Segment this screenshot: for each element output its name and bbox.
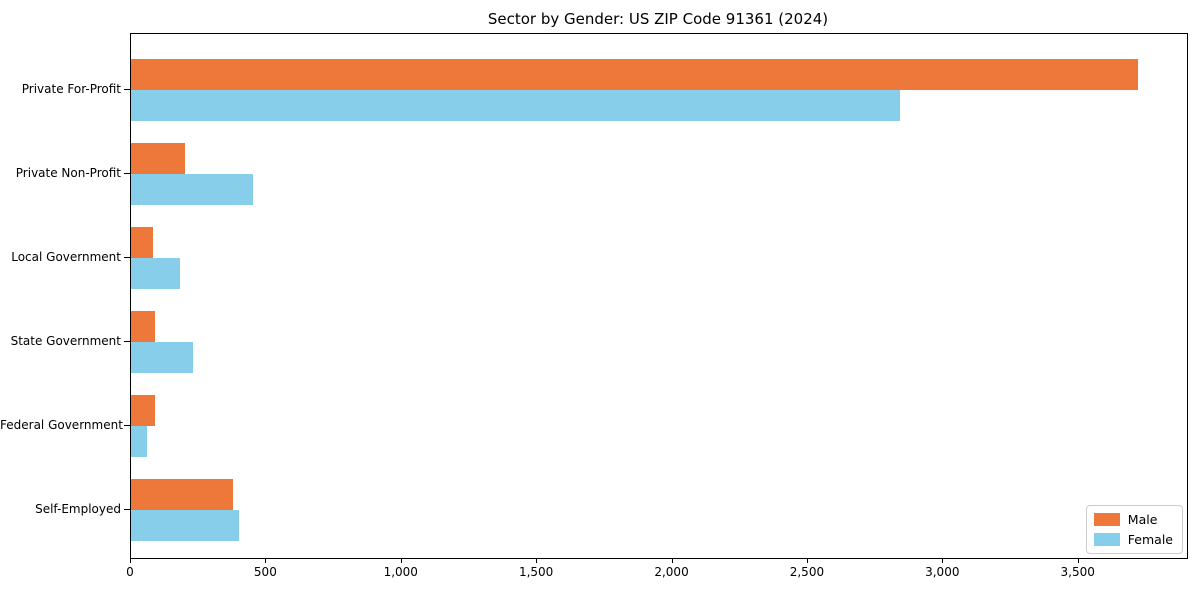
y-tick-label: Private Non-Profit — [15, 166, 121, 180]
x-tick-label: 0 — [126, 565, 134, 579]
y-tick-label: Local Government — [11, 250, 121, 264]
x-tick-mark — [130, 558, 131, 563]
bar-male-4 — [131, 395, 155, 426]
x-tick-mark — [806, 558, 808, 563]
x-tick-mark — [400, 558, 402, 563]
legend-item-male: Male — [1093, 512, 1173, 527]
y-tick-label: Federal Government — [0, 418, 123, 432]
y-tick-mark — [124, 425, 130, 426]
legend-swatch-male — [1093, 513, 1120, 526]
bar-female-0 — [131, 90, 900, 121]
legend-swatch-female — [1093, 533, 1120, 546]
legend-label-male: Male — [1127, 512, 1158, 527]
bar-male-0 — [131, 59, 1139, 90]
x-tick-label: 500 — [253, 565, 277, 579]
y-tick-mark — [124, 173, 130, 174]
bar-male-3 — [131, 311, 156, 342]
x-tick-label: 2,000 — [654, 565, 689, 579]
x-tick-mark — [265, 558, 267, 563]
x-tick-mark — [671, 558, 673, 563]
x-tick-label: 1,500 — [518, 565, 554, 579]
legend-item-female: Female — [1093, 532, 1173, 547]
legend-label-female: Female — [1127, 532, 1173, 547]
bar-female-1 — [131, 174, 253, 205]
bar-female-5 — [131, 510, 240, 541]
x-tick-label: 3,500 — [1060, 565, 1095, 579]
y-tick-mark — [124, 341, 130, 342]
x-tick-label: 2,500 — [789, 565, 825, 579]
x-tick-label: 3,000 — [925, 565, 960, 579]
bar-male-1 — [131, 143, 186, 174]
bar-male-2 — [131, 227, 153, 258]
bar-male-5 — [131, 479, 233, 510]
x-tick-mark — [1077, 558, 1079, 563]
y-tick-label: State Government — [10, 334, 121, 348]
y-tick-mark — [124, 257, 130, 258]
x-tick-mark — [536, 558, 538, 563]
x-tick-mark — [942, 558, 944, 563]
y-tick-mark — [124, 89, 130, 90]
legend: Male Female — [1085, 505, 1183, 554]
y-tick-mark — [124, 509, 130, 510]
y-tick-label: Private For-Profit — [21, 82, 121, 96]
x-tick-label: 1,000 — [383, 565, 418, 579]
chart-title: Sector by Gender: US ZIP Code 91361 (202… — [487, 10, 829, 28]
bar-female-4 — [131, 426, 148, 457]
bar-female-3 — [131, 342, 194, 373]
bar-female-2 — [131, 258, 180, 289]
plot-area: Male Female — [130, 33, 1188, 559]
y-tick-label: Self-Employed — [35, 502, 121, 516]
